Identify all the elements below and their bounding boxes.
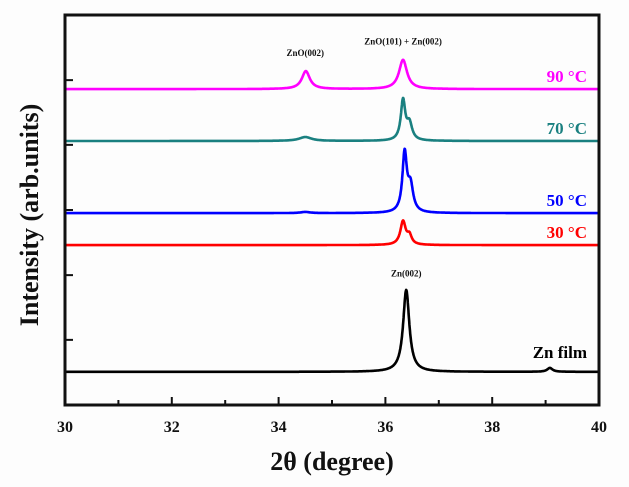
x-axis-title: 2θ (degree) <box>270 447 394 476</box>
series-line-3 <box>64 96 601 143</box>
peak-annotation: Zn(002) <box>391 268 422 278</box>
x-tick-label: 30 <box>57 419 73 436</box>
series-label-3: 70 °C <box>547 119 587 138</box>
x-tick-label: 32 <box>164 419 180 436</box>
x-tick-label: 40 <box>591 419 607 436</box>
series-line-2 <box>64 147 601 215</box>
series-label-0: Zn film <box>533 343 587 362</box>
series-label-2: 50 °C <box>547 191 587 210</box>
label-layer: Zn film 30 °C 50 °C 70 °C 90 °C ZnO(002) ZnO(1… <box>287 36 587 362</box>
x-tick-label: 34 <box>271 419 287 436</box>
plot-frame <box>63 13 601 407</box>
peak-annotation: ZnO(002) <box>287 48 325 58</box>
series-line-0 <box>64 288 601 374</box>
series-label-1: 30 °C <box>547 223 587 242</box>
series-line-1 <box>64 219 601 247</box>
axis-layer: 30 32 34 36 38 40 <box>57 79 607 436</box>
series-label-4: 90 °C <box>547 67 587 86</box>
x-tick-label: 36 <box>377 419 393 436</box>
series-line-4 <box>64 58 601 91</box>
x-tick-label: 38 <box>484 419 500 436</box>
y-axis-title: Intensity (arb.units) <box>15 104 44 326</box>
series-layer <box>64 58 601 374</box>
peak-annotation: ZnO(101) + Zn(002) <box>364 36 442 46</box>
